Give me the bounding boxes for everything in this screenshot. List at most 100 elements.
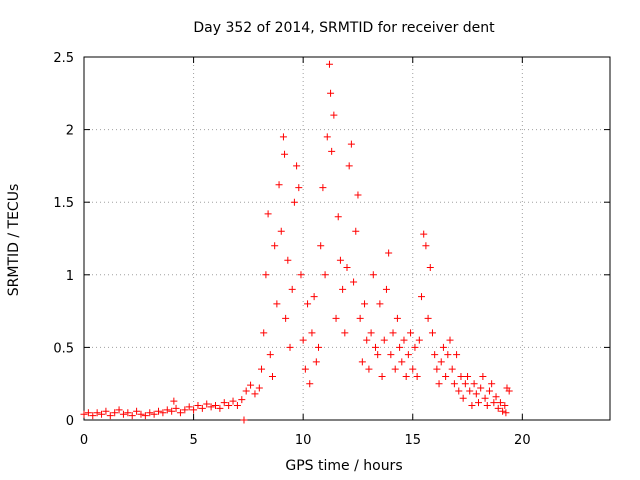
data-point: [106, 412, 114, 420]
data-point: [301, 365, 309, 373]
data-point: [437, 358, 445, 366]
data-point: [420, 230, 428, 238]
data-point: [411, 343, 419, 351]
data-point: [229, 397, 237, 405]
data-point: [332, 314, 340, 322]
data-point: [284, 256, 292, 264]
grid: [84, 56, 610, 420]
data-point: [319, 184, 327, 192]
data-point: [185, 403, 193, 411]
data-point: [387, 351, 395, 359]
y-tick-label: 0.5: [53, 341, 74, 356]
data-point: [442, 372, 450, 380]
x-tick-labels: 0 5 10 15 20: [80, 433, 531, 448]
data-point: [472, 390, 480, 398]
data-point: [323, 133, 331, 141]
data-point: [492, 393, 500, 401]
data-point: [459, 394, 467, 402]
y-tick-label: 2.5: [53, 51, 74, 66]
plot-frame: [83, 56, 611, 421]
data-point: [271, 242, 279, 250]
data-point: [141, 412, 149, 420]
data-point: [479, 372, 487, 380]
data-point: [369, 271, 377, 279]
data-point: [194, 401, 202, 409]
data-point: [400, 336, 408, 344]
data-point: [137, 410, 145, 418]
data-point: [176, 409, 184, 417]
data-point: [290, 198, 298, 206]
data-point: [488, 380, 496, 388]
data-point: [378, 372, 386, 380]
data-point: [382, 285, 390, 293]
data-point: [475, 399, 482, 407]
data-point: [466, 387, 474, 395]
data-point: [295, 184, 303, 192]
data-point: [80, 410, 88, 418]
y-tick-label: 1.5: [53, 196, 74, 211]
data-point: [306, 380, 314, 388]
data-point: [446, 336, 454, 344]
data-point: [431, 351, 439, 359]
data-point: [225, 401, 233, 409]
data-point: [418, 293, 426, 301]
data-point: [330, 111, 338, 119]
data-point: [159, 409, 167, 417]
data-point: [505, 387, 513, 395]
data-point: [385, 249, 393, 257]
data-point: [297, 271, 305, 279]
data-point: [367, 329, 375, 337]
data-point: [275, 181, 283, 189]
data-point: [124, 409, 132, 417]
data-point: [435, 380, 443, 388]
data-point: [181, 406, 189, 414]
data-point: [308, 329, 316, 337]
data-point: [325, 60, 333, 68]
x-tick-label: 15: [404, 433, 421, 448]
data-point: [111, 409, 119, 417]
data-point: [264, 210, 272, 218]
chart-title: Day 352 of 2014, SRMTID for receiver den…: [193, 20, 495, 36]
data-point: [391, 365, 399, 373]
data-point: [455, 387, 463, 395]
data-point: [422, 242, 430, 250]
data-point: [393, 314, 401, 322]
data-point: [242, 387, 250, 395]
data-point: [501, 401, 509, 409]
data-point: [328, 147, 336, 155]
data-point: [281, 150, 289, 158]
data-point: [424, 314, 432, 322]
data-point: [115, 406, 123, 414]
data-point: [444, 351, 452, 359]
data-point: [374, 351, 382, 359]
data-point: [212, 401, 219, 409]
x-tick-label: 20: [514, 433, 531, 448]
y-tick-label: 0: [66, 414, 74, 429]
data-point: [268, 372, 276, 380]
y-tick-label: 1: [66, 269, 74, 284]
data-point: [336, 256, 344, 264]
data-point: [216, 404, 224, 412]
data-point: [380, 336, 388, 344]
data-point: [496, 399, 504, 407]
data-point: [439, 343, 447, 351]
data-point: [361, 300, 369, 308]
data-point: [450, 380, 458, 388]
data-point: [371, 343, 379, 351]
data-point: [363, 336, 371, 344]
data-point: [339, 285, 347, 293]
data-point: [190, 406, 198, 414]
data-point: [468, 401, 476, 409]
data-point: [247, 381, 255, 389]
data-point: [119, 410, 127, 418]
data-point: [350, 278, 358, 286]
x-axis-label: GPS time / hours: [285, 458, 402, 474]
data-point: [266, 351, 274, 359]
data-points: [80, 60, 513, 424]
data-point: [89, 412, 97, 420]
data-point: [310, 293, 318, 301]
data-point: [299, 336, 307, 344]
data-point: [356, 314, 364, 322]
data-point: [93, 409, 101, 417]
